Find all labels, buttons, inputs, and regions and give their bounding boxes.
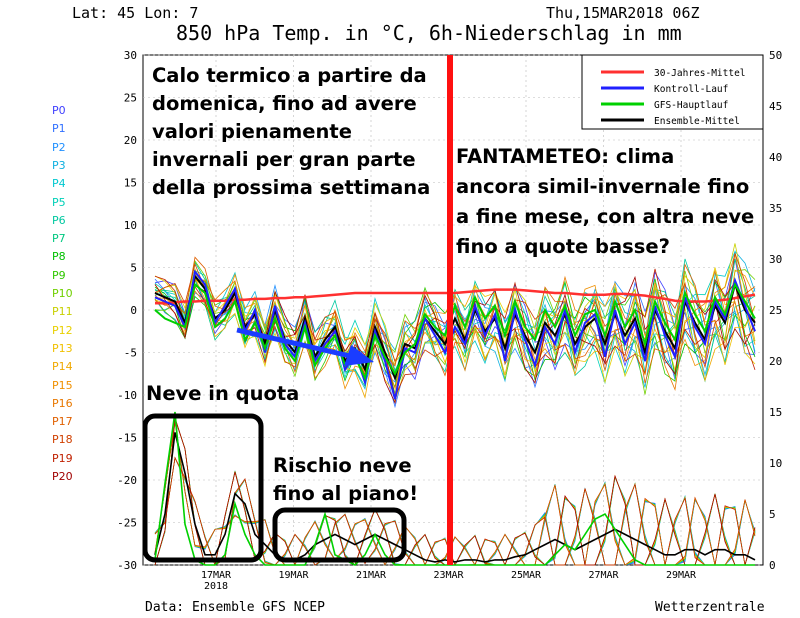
y-right-tick-label: 5 bbox=[769, 508, 776, 521]
x-tick-label: 23MAR bbox=[433, 570, 464, 581]
annotation-left: Calo termico a partire da domenica, fino… bbox=[152, 62, 430, 202]
legend: 30-Jahres-Mittel Kontroll-Lauf GFS-Hauptla… bbox=[581, 54, 764, 130]
x-tick-label: 25MAR bbox=[511, 570, 542, 581]
member-label: P10 bbox=[52, 287, 73, 300]
y-left-tick-label: -15 bbox=[117, 432, 137, 445]
member-label: P0 bbox=[52, 104, 66, 117]
chart-title: 850 hPa Temp. in °C, 6h-Niederschlag in … bbox=[176, 21, 682, 45]
y-left-tick-label: -25 bbox=[117, 517, 137, 530]
annotation-left-line: della prossima settimana bbox=[152, 176, 431, 199]
y-left-tick-label: 10 bbox=[124, 219, 137, 232]
y-left-tick-label: 20 bbox=[124, 134, 137, 147]
y-left-tick-label: -10 bbox=[117, 389, 137, 402]
y-right-tick-label: 15 bbox=[769, 406, 782, 419]
y-right-tick-label: 35 bbox=[769, 202, 782, 215]
y-left-tick-label: 5 bbox=[130, 262, 137, 275]
y-right-tick-label: 30 bbox=[769, 253, 782, 266]
member-temp-line bbox=[154, 269, 756, 399]
data-source: Data: Ensemble GFS NCEP bbox=[145, 600, 326, 615]
member-temp-line bbox=[154, 253, 756, 390]
snow-plain-box bbox=[272, 507, 407, 563]
member-label: P4 bbox=[52, 177, 66, 191]
y-left-tick-label: -20 bbox=[117, 474, 137, 487]
y-right-tick-label: 50 bbox=[769, 49, 782, 62]
annotation-left-line: valori pienamente bbox=[152, 120, 352, 143]
member-label: P3 bbox=[52, 158, 66, 172]
member-label: P19 bbox=[52, 451, 73, 465]
y-left-tick-label: 15 bbox=[124, 177, 137, 190]
y-left-tick-label: 0 bbox=[130, 304, 137, 317]
member-label: P20 bbox=[52, 470, 73, 483]
member-label: P5 bbox=[52, 195, 66, 209]
member-label: P12 bbox=[52, 323, 73, 337]
annotation-right-line: ancora simil-invernale fino bbox=[456, 175, 750, 198]
series-line bbox=[154, 411, 755, 566]
member-label: P7 bbox=[52, 232, 66, 246]
member-label: P6 bbox=[52, 213, 66, 227]
member-label: P11 bbox=[52, 305, 73, 319]
member-label: P15 bbox=[52, 378, 73, 392]
annotation-snow-plain-line: fino al piano! bbox=[273, 482, 419, 505]
annotation-snow-plain-line: Rischio neve bbox=[273, 454, 412, 477]
legend-label: GFS-Hauptlauf bbox=[654, 100, 728, 111]
series-lines bbox=[154, 269, 756, 566]
y-right-tick-label: 20 bbox=[769, 355, 782, 368]
brand-label: Wetterzentrale bbox=[655, 600, 765, 615]
annotation-left-line: domenica, fino ad avere bbox=[152, 92, 417, 115]
annotation-left-line: invernali per gran parte bbox=[152, 148, 416, 171]
member-label: P13 bbox=[52, 341, 73, 355]
x-tick-label: 29MAR bbox=[666, 570, 697, 581]
snow-high-box bbox=[142, 413, 264, 563]
member-label: P9 bbox=[52, 268, 66, 282]
trend-arrow bbox=[236, 327, 374, 366]
y-right-tick-label: 45 bbox=[769, 100, 782, 113]
annotation-right-line: fino a quote basse? bbox=[456, 235, 670, 258]
y-left-tick-label: 30 bbox=[124, 49, 137, 62]
member-label: P1 bbox=[52, 122, 66, 136]
y-left-tick-label: 25 bbox=[124, 92, 137, 105]
member-label: P16 bbox=[52, 396, 73, 410]
legend-label: Ensemble-Mittel bbox=[654, 116, 740, 127]
y-right-tick-label: 40 bbox=[769, 151, 782, 164]
legend-label: 30-Jahres-Mittel bbox=[654, 68, 746, 79]
y-left-tick-label: -5 bbox=[124, 347, 137, 360]
y-right-tick-label: 10 bbox=[769, 457, 782, 470]
run-datetime: Thu,15MAR2018 06Z bbox=[546, 4, 700, 22]
annotation-left-line: Calo termico a partire da bbox=[152, 64, 427, 87]
x-tick-label: 19MAR bbox=[278, 570, 309, 581]
member-label: P14 bbox=[52, 360, 73, 374]
member-label: P17 bbox=[52, 415, 73, 429]
x-tick-label: 27MAR bbox=[588, 570, 619, 581]
legend-label: Kontroll-Lauf bbox=[654, 84, 728, 95]
member-label: P8 bbox=[52, 250, 66, 264]
annotation-right-line: FANTAMETEO: clima bbox=[456, 145, 675, 168]
location-label: Lat: 45 Lon: 7 bbox=[72, 4, 199, 22]
x-tick-label: 21MAR bbox=[356, 570, 387, 581]
member-label: P2 bbox=[52, 140, 66, 154]
annotation-snow-plain: Rischio neve fino al piano! bbox=[273, 452, 418, 508]
x-tick-label: 17MAR bbox=[201, 570, 232, 581]
annotation-snow-high: Neve in quota bbox=[146, 382, 300, 405]
y-right-tick-label: 0 bbox=[769, 559, 776, 572]
series-line bbox=[154, 282, 756, 382]
series-line bbox=[154, 432, 756, 563]
annotation-right-line: a fine mese, con altra neve bbox=[456, 205, 755, 228]
x-year-label: 2018 bbox=[204, 581, 228, 592]
y-left-tick-label: -30 bbox=[117, 559, 137, 572]
annotation-right: FANTAMETEO: clima ancora simil-invernale… bbox=[456, 142, 754, 262]
axis-labels: 302520151050-5-10-15-20-25-3050454035302… bbox=[117, 49, 782, 592]
member-label: P18 bbox=[52, 433, 73, 447]
series-line bbox=[155, 288, 756, 305]
y-right-tick-label: 25 bbox=[769, 304, 782, 317]
